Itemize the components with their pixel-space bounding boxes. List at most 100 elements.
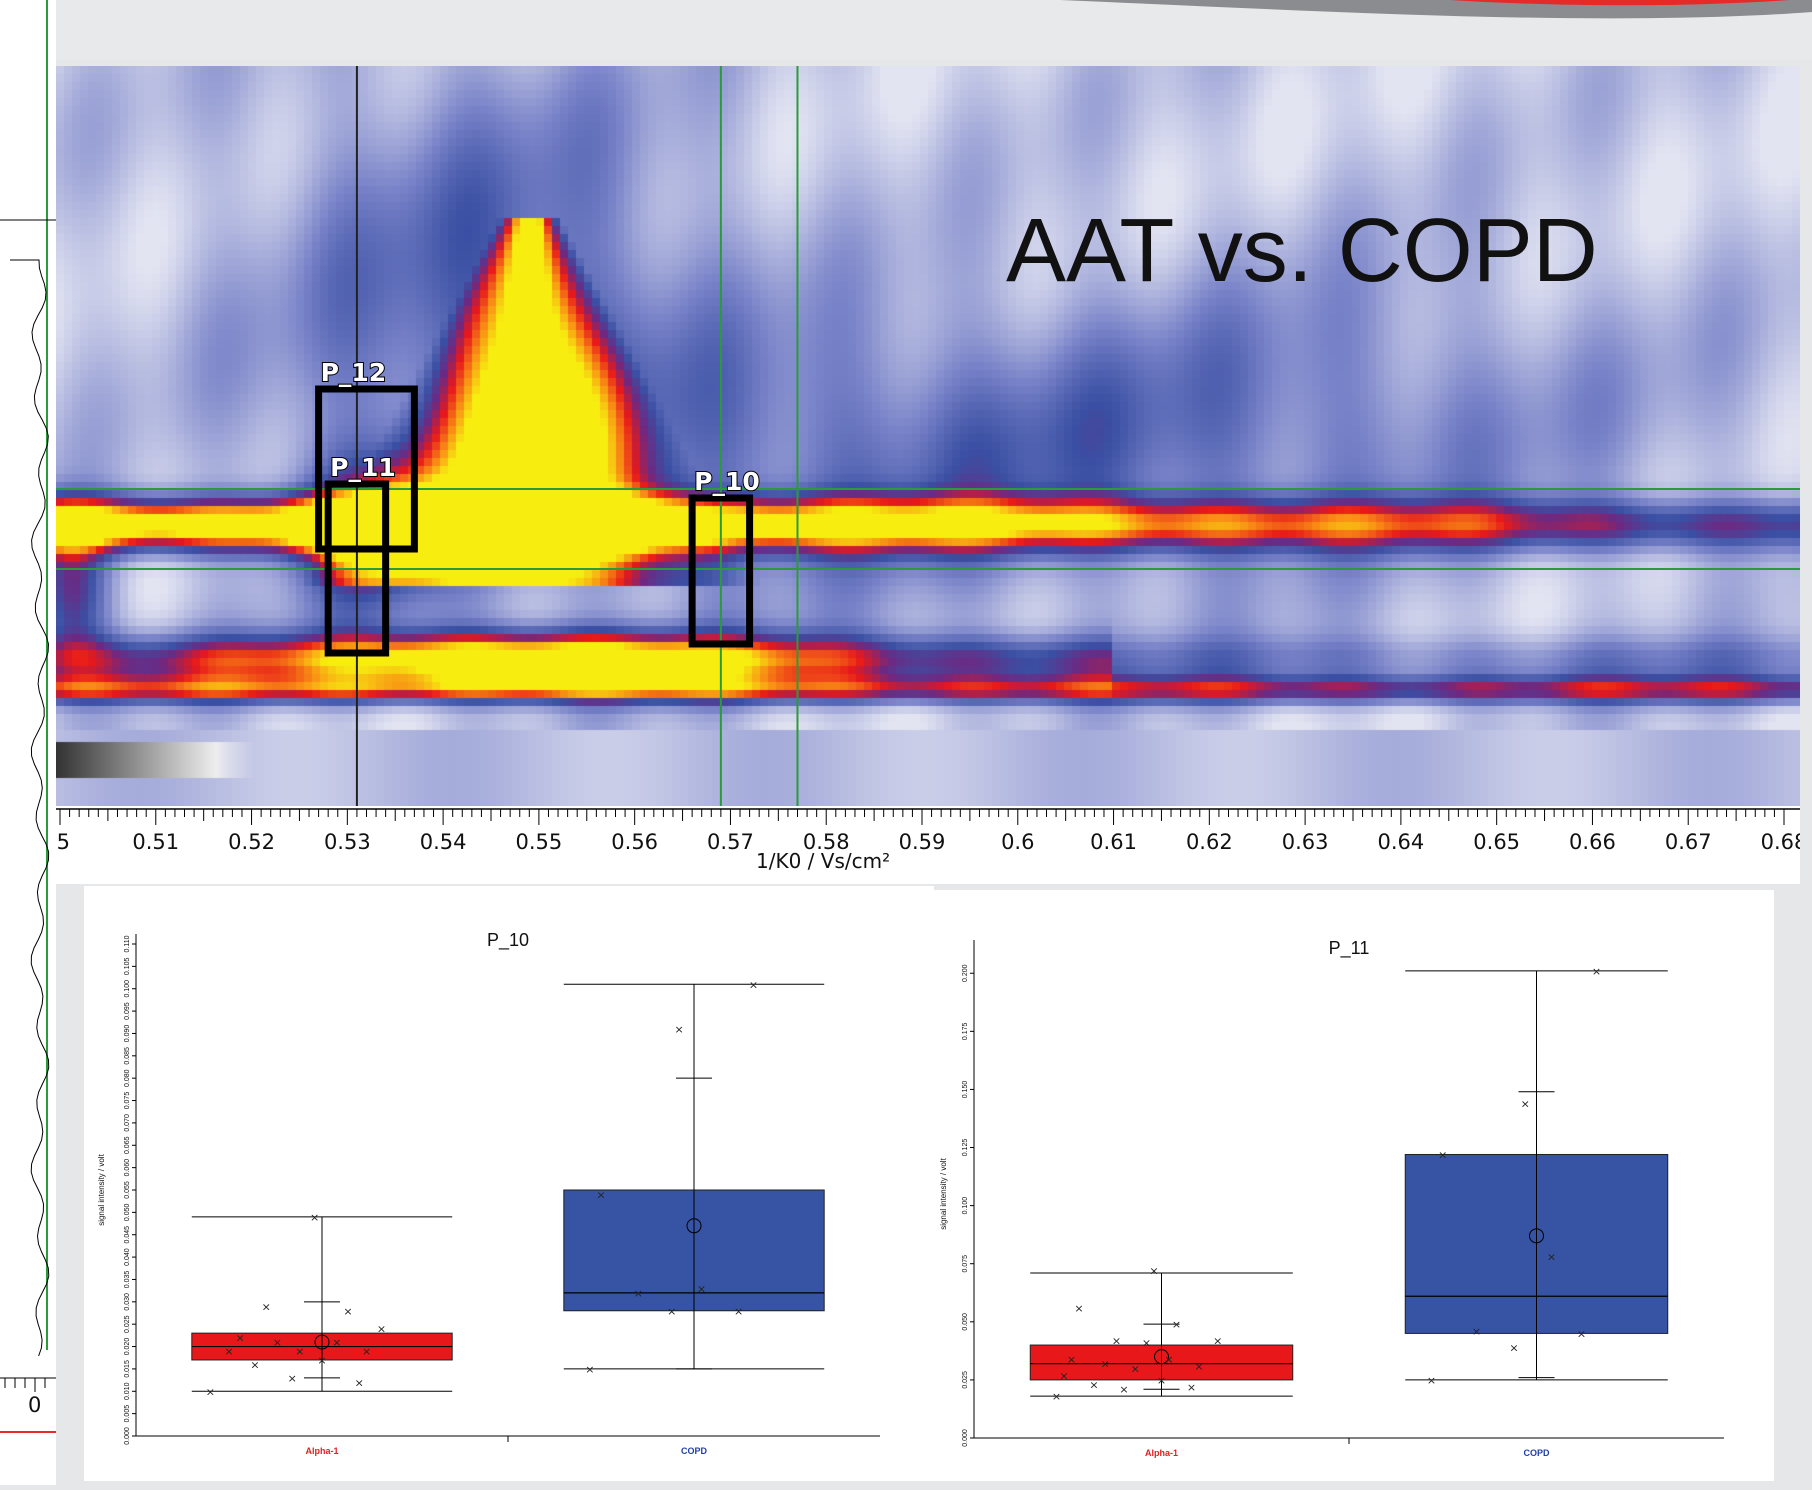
heatmap-overlay: P_12 P_11 P_10 .5 0.51 0.52 0.53 0.54 0.55 0.56 0… xyxy=(56,66,1800,884)
data-point: × xyxy=(1149,1265,1158,1278)
data-point: × xyxy=(1119,1383,1128,1396)
data-point: × xyxy=(250,1358,259,1371)
x-tick-label: 0.62 xyxy=(1186,830,1233,854)
peak-boxes: P_12 P_11 P_10 xyxy=(319,358,760,653)
x-tick-label: 0.57 xyxy=(707,830,754,854)
chart-title: AAT vs. COPD xyxy=(1006,200,1598,303)
x-tick-label: 0.68 xyxy=(1761,830,1800,854)
data-point: × xyxy=(1052,1390,1061,1403)
x-tick-label: 0.63 xyxy=(1282,830,1329,854)
x-tick-label: 0.55 xyxy=(516,830,563,854)
box-plot-p10-panel: P_10 0.000 0.005 0.010 0.015 0.020 0.025 0.030 0… xyxy=(84,886,934,1481)
mobility-heatmap-panel: P_12 P_11 P_10 .5 0.51 0.52 0.53 0.54 0.55 0.56 0… xyxy=(56,66,1800,884)
y-tick-label: 0.070 xyxy=(124,1114,131,1132)
x-tick-label: 0.67 xyxy=(1665,830,1712,854)
y-tick-label: 0.015 xyxy=(124,1360,131,1378)
y-tick-label: 0.150 xyxy=(962,1081,969,1099)
y-tick-label: 0.080 xyxy=(124,1069,131,1087)
data-point: × xyxy=(1157,1374,1166,1387)
data-point: × xyxy=(1101,1358,1110,1371)
data-point: × xyxy=(585,1363,594,1376)
y-tick-label: 0.045 xyxy=(124,1226,131,1244)
data-point: × xyxy=(236,1332,245,1345)
data-point: × xyxy=(1172,1318,1181,1331)
y-tick-label: 0.075 xyxy=(124,1092,131,1110)
data-point: × xyxy=(634,1287,643,1300)
y-tick-label: 0.065 xyxy=(124,1136,131,1154)
y-tick-label: 0.175 xyxy=(962,1022,969,1040)
data-point: × xyxy=(596,1188,605,1201)
x-tick-label: 0.56 xyxy=(611,830,658,854)
x-tick-label: 0.61 xyxy=(1090,830,1137,854)
data-point: × xyxy=(749,978,758,991)
category-label: COPD xyxy=(681,1446,708,1456)
peak-label: P_12 xyxy=(321,358,387,387)
box-plot-p10: P_10 0.000 0.005 0.010 0.015 0.020 0.025 0.030 0… xyxy=(84,886,934,1481)
x-tick-label: 0.64 xyxy=(1378,830,1425,854)
y-tick-label: 0.110 xyxy=(124,935,131,952)
data-point: × xyxy=(1089,1379,1098,1392)
box-plot-title: P_10 xyxy=(487,930,529,951)
y-axis-title: signal intensity / volt xyxy=(97,1153,106,1225)
box-plot-p11-panel: P_11 0.000 0.025 0.050 0.075 0.100 0.125 0.150 0… xyxy=(934,890,1774,1481)
y-tick-label: 0.020 xyxy=(124,1338,131,1356)
y-tick-label: 0.100 xyxy=(962,1197,969,1215)
data-point: × xyxy=(1059,1369,1068,1382)
data-point: × xyxy=(1213,1334,1222,1347)
x-tick-label: 0.65 xyxy=(1473,830,1520,854)
data-point: × xyxy=(317,1354,326,1367)
data-point: × xyxy=(1142,1337,1151,1350)
category-label: Alpha-1 xyxy=(305,1446,338,1456)
side-axis-zero-label: 0 xyxy=(28,1393,41,1417)
side-axis-ticks xyxy=(5,1378,45,1392)
peak-label: P_11 xyxy=(330,453,396,482)
data-point: × xyxy=(288,1372,297,1385)
category-label: Alpha-1 xyxy=(1145,1448,1178,1458)
x-tick-label: 0.51 xyxy=(132,830,179,854)
peak-label: P_10 xyxy=(694,467,760,496)
y-tick-label: 0.025 xyxy=(962,1371,969,1389)
y-tick-label: 0.055 xyxy=(124,1181,131,1199)
data-point: × xyxy=(1131,1362,1140,1375)
data-point: × xyxy=(1509,1341,1518,1354)
x-tick-label: 0.66 xyxy=(1569,830,1616,854)
y-tick-label: 0.105 xyxy=(124,958,131,976)
data-point: × xyxy=(1547,1251,1556,1264)
side-spectrum-trace: 0 xyxy=(0,0,56,1485)
data-point: × xyxy=(1067,1353,1076,1366)
data-point: × xyxy=(295,1345,304,1358)
y-tick-label: 0.095 xyxy=(124,1002,131,1020)
y-tick-label: 0.100 xyxy=(124,980,131,998)
box-plot-area: P_10 0.000 0.005 0.010 0.015 0.020 0.025 0.030 0… xyxy=(84,886,1774,1481)
y-tick-label: 0.090 xyxy=(124,1025,131,1043)
data-point: × xyxy=(1074,1302,1083,1315)
brand-swoosh xyxy=(0,0,1812,60)
x-tick-label: 0.6 xyxy=(1001,830,1034,854)
data-point: × xyxy=(1521,1097,1530,1110)
data-point: × xyxy=(675,1023,684,1036)
data-point: × xyxy=(310,1211,319,1224)
data-point: × xyxy=(377,1323,386,1336)
data-point: × xyxy=(332,1336,341,1349)
data-point: × xyxy=(362,1345,371,1358)
data-point: × xyxy=(206,1385,215,1398)
heatmap-x-axis: .5 0.51 0.52 0.53 0.54 0.55 0.56 0.57 0.58 0.59 0.… xyxy=(56,806,1800,884)
x-tick-label: .5 xyxy=(56,830,70,854)
data-point: × xyxy=(343,1305,352,1318)
y-axis-title: signal intensity / volt xyxy=(939,1157,948,1229)
category-label: COPD xyxy=(1523,1448,1550,1458)
data-point: × xyxy=(1472,1325,1481,1338)
y-tick-label: 0.200 xyxy=(962,964,969,982)
y-tick-label: 0.030 xyxy=(124,1293,131,1311)
y-tick-label: 0.050 xyxy=(124,1204,131,1222)
data-point: × xyxy=(697,1282,706,1295)
data-point: × xyxy=(1592,965,1601,978)
y-tick-label: 0.075 xyxy=(962,1255,969,1273)
data-point: × xyxy=(1577,1327,1586,1340)
data-point: × xyxy=(355,1376,364,1389)
data-point: × xyxy=(1438,1148,1447,1161)
y-tick-label: 0.000 xyxy=(124,1427,131,1445)
data-point: × xyxy=(1112,1334,1121,1347)
left-spectrum-panel: 0 xyxy=(0,0,56,1485)
x-tick-label: 0.52 xyxy=(228,830,275,854)
